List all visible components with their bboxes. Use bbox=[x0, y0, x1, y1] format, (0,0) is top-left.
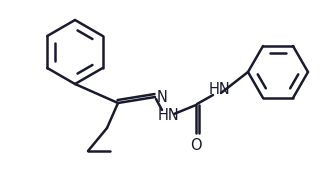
Text: N: N bbox=[157, 90, 168, 105]
Text: O: O bbox=[190, 138, 202, 153]
Text: HN: HN bbox=[209, 83, 231, 97]
Text: HN: HN bbox=[158, 107, 180, 122]
